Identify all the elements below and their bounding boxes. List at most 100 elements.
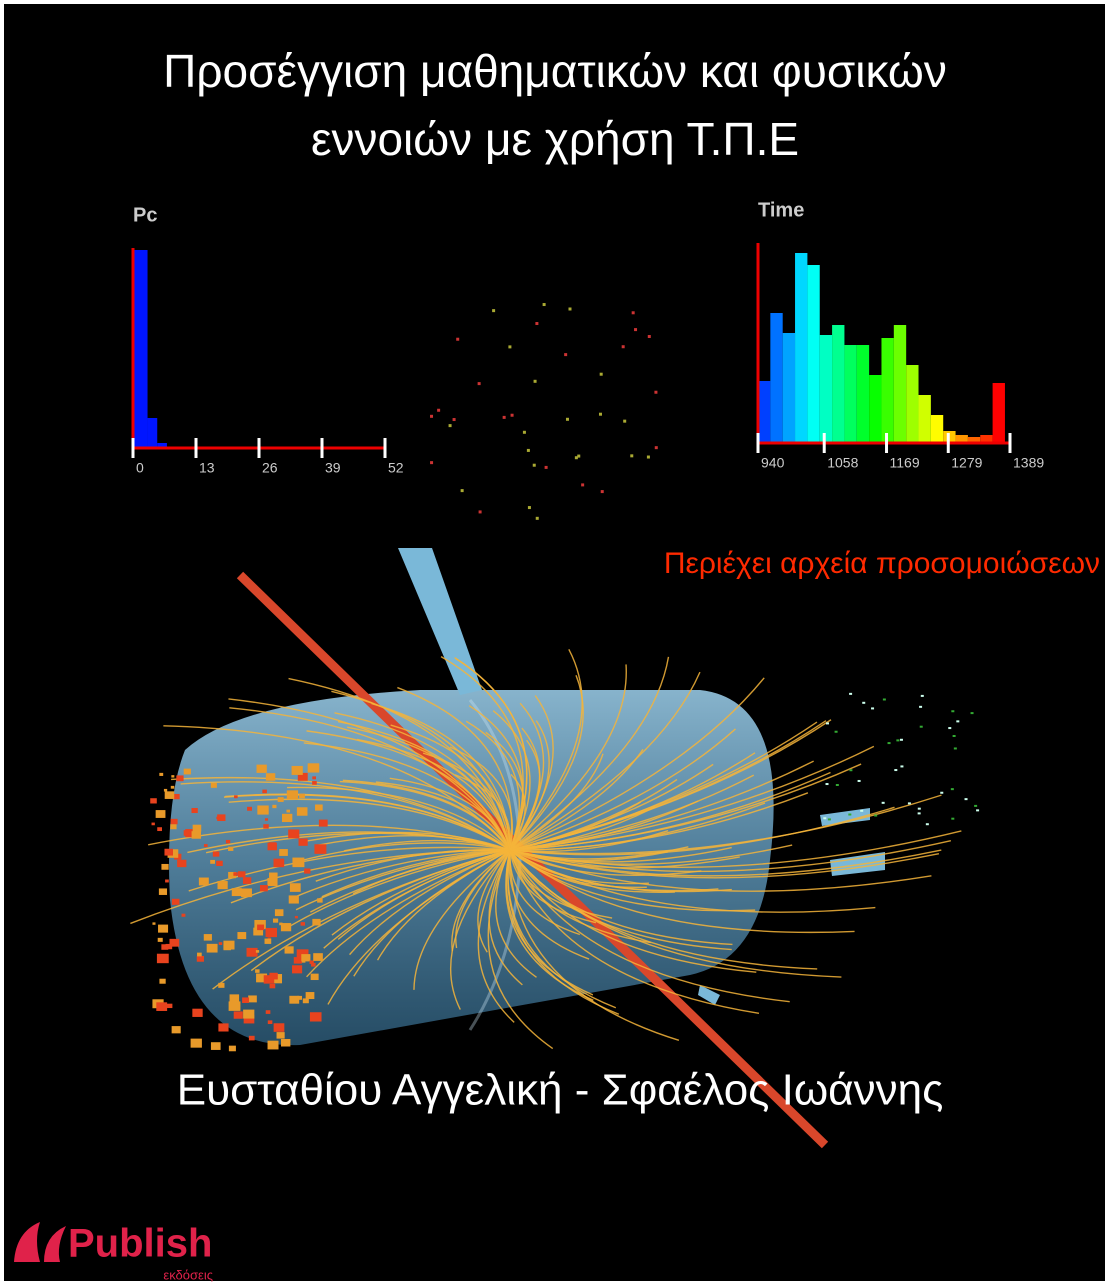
hit: [857, 779, 861, 782]
track: [509, 656, 670, 851]
hit: [318, 819, 328, 827]
hit: [151, 822, 155, 826]
background: [4, 4, 1105, 1281]
hit: [862, 701, 866, 704]
hit: [233, 1011, 243, 1019]
histogram-bar: [795, 253, 808, 443]
hit: [216, 860, 223, 866]
hit: [899, 738, 903, 741]
hit: [242, 877, 252, 884]
track: [337, 720, 511, 851]
hit: [823, 817, 827, 820]
hit: [265, 927, 278, 938]
hit: [600, 490, 604, 494]
hit: [317, 898, 323, 903]
track: [342, 779, 511, 851]
histogram-label: Pc: [133, 204, 157, 226]
hit: [158, 888, 168, 895]
hit: [577, 454, 581, 458]
hit: [919, 725, 923, 728]
hit: [296, 807, 308, 816]
hit: [152, 922, 156, 925]
hit: [216, 816, 220, 820]
hit: [191, 807, 198, 814]
hit: [835, 784, 839, 787]
x-tick-label: 0: [136, 460, 144, 476]
track: [509, 849, 790, 1003]
hit: [289, 995, 300, 1004]
hit: [477, 382, 481, 386]
x-tick-label: 13: [199, 460, 215, 476]
hit: [284, 946, 294, 954]
histogram-bar: [918, 395, 931, 443]
track: [349, 849, 511, 956]
hit: [654, 390, 658, 394]
hit: [272, 804, 277, 809]
hit: [849, 769, 853, 772]
x-tick-label: 26: [262, 460, 278, 476]
track: [492, 710, 531, 851]
hit: [478, 510, 482, 514]
hit: [281, 1038, 291, 1047]
hit: [315, 804, 323, 811]
hit: [198, 877, 209, 886]
hit: [430, 461, 434, 465]
hit: [896, 739, 900, 742]
hit: [164, 791, 175, 799]
hit: [825, 722, 829, 725]
hit: [956, 720, 960, 723]
hit: [900, 765, 904, 768]
hit: [535, 516, 539, 520]
hit: [192, 824, 202, 832]
hit: [267, 1020, 273, 1025]
histogram-bar: [133, 250, 148, 448]
track: [509, 849, 855, 934]
hit: [210, 859, 216, 864]
hit: [228, 1045, 236, 1052]
track: [509, 760, 814, 851]
hit: [310, 973, 319, 981]
track: [509, 849, 842, 978]
track: [509, 849, 581, 936]
hit: [920, 694, 924, 697]
title-line: Προσέγγιση μαθηματικών και φυσικών: [163, 45, 947, 97]
hit: [526, 448, 530, 452]
hit: [919, 705, 923, 708]
hit: [654, 446, 658, 450]
track: [509, 840, 952, 873]
hit: [259, 885, 268, 892]
hit: [269, 842, 277, 848]
track: [505, 849, 594, 1001]
hit: [264, 938, 272, 944]
track: [163, 725, 511, 851]
histogram-bar: [992, 383, 1005, 443]
hit: [243, 1014, 255, 1024]
track: [331, 690, 511, 851]
hit: [917, 807, 921, 810]
track: [389, 777, 511, 851]
track: [285, 849, 511, 929]
track: [451, 849, 511, 952]
publisher-tagline: εκδόσεις: [163, 1267, 213, 1282]
track: [509, 727, 541, 851]
x-tick-label: 1389: [1013, 455, 1044, 471]
hit: [917, 812, 921, 815]
hit: [289, 883, 301, 892]
hit: [634, 328, 638, 332]
hit: [192, 1008, 203, 1017]
track: [509, 849, 719, 892]
hit: [581, 483, 585, 487]
histogram-bar: [881, 338, 894, 443]
hit: [212, 851, 220, 857]
hit: [166, 1003, 173, 1009]
subtitle: Περιέχει αρχεία προσομοιώσεων: [664, 547, 1100, 580]
hit: [255, 950, 260, 953]
hit: [309, 960, 314, 964]
hit: [544, 465, 548, 469]
hit: [264, 818, 269, 821]
histogram-bar: [758, 381, 771, 443]
hit: [598, 412, 602, 416]
track: [509, 849, 647, 889]
hit: [925, 823, 929, 826]
